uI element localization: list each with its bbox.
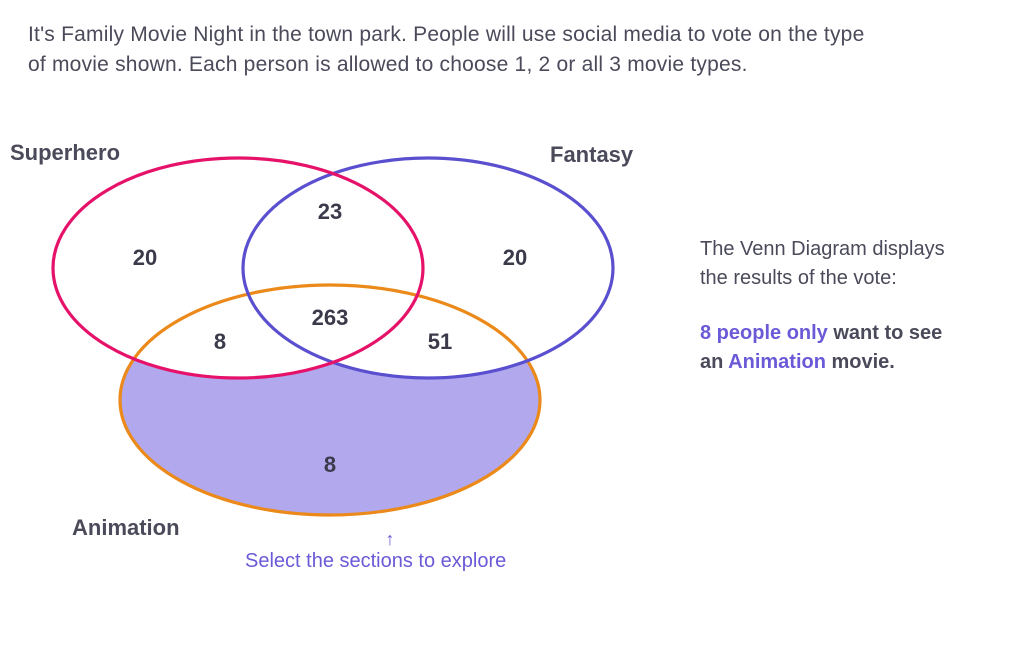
explain-line2: the results of the vote: <box>700 264 1010 293</box>
label-animation: Animation <box>72 515 180 541</box>
label-fantasy: Fantasy <box>550 142 633 168</box>
region-fantasy-only[interactable]: 20 <box>503 245 527 271</box>
explanation-panel: The Venn Diagram displays the results of… <box>700 235 1010 377</box>
label-superhero: Superhero <box>10 140 120 166</box>
intro-paragraph: It's Family Movie Night in the town park… <box>28 20 988 81</box>
explain-highlight: 8 people only <box>700 322 828 344</box>
explain-rest3: movie. <box>826 351 895 373</box>
region-superhero-only[interactable]: 20 <box>133 245 157 271</box>
region-all-three[interactable]: 263 <box>312 305 349 331</box>
region-superhero-animation[interactable]: 8 <box>214 329 226 355</box>
explain-line4: an Animation movie. <box>700 348 1010 377</box>
explain-highlight2: Animation <box>728 351 826 373</box>
explain-line1: The Venn Diagram displays <box>700 235 1010 264</box>
explain-rest1: want to see <box>828 322 942 344</box>
hint-arrow-icon: ↑ <box>386 530 395 548</box>
region-animation-only[interactable]: 8 <box>324 452 336 478</box>
venn-diagram: Superhero Fantasy Animation 20 20 8 23 8… <box>10 130 650 600</box>
region-superhero-fantasy[interactable]: 23 <box>318 199 342 225</box>
region-fantasy-animation[interactable]: 51 <box>428 329 452 355</box>
hint-text: Select the sections to explore <box>245 550 506 573</box>
explain-line3: 8 people only want to see <box>700 319 1010 348</box>
intro-line1: It's Family Movie Night in the town park… <box>28 23 864 46</box>
explain-rest2: an <box>700 351 728 373</box>
intro-line2: of movie shown. Each person is allowed t… <box>28 53 748 76</box>
